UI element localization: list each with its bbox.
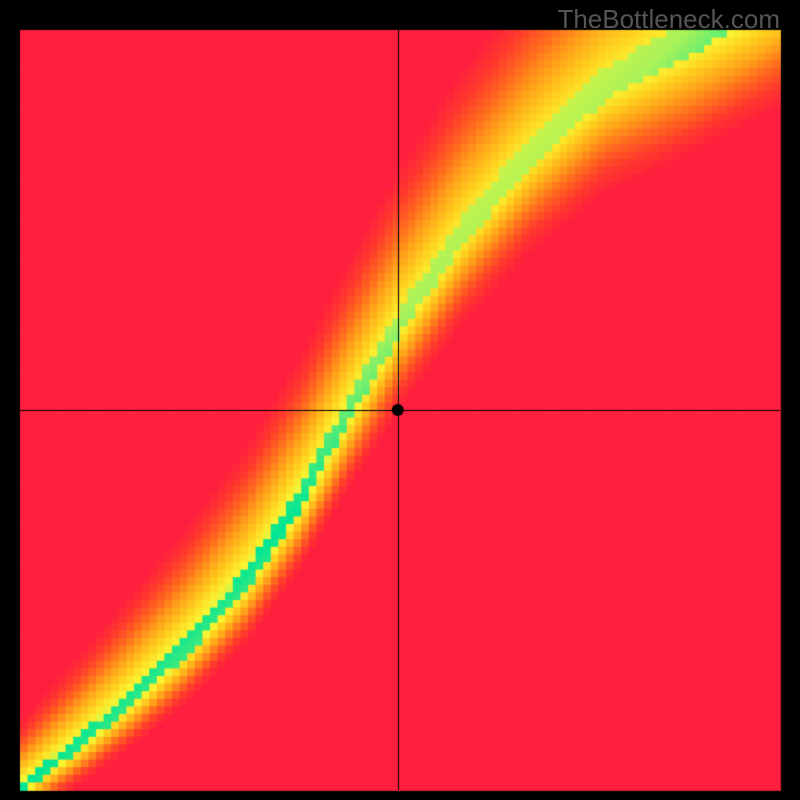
bottleneck-heatmap: [0, 0, 800, 800]
chart-container: TheBottleneck.com: [0, 0, 800, 800]
watermark-text: TheBottleneck.com: [557, 4, 780, 35]
